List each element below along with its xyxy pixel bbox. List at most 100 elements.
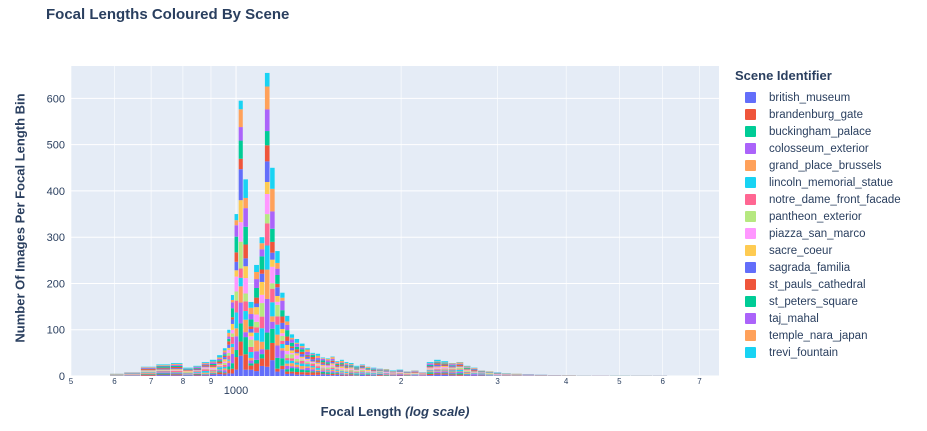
histogram-bar-segment[interactable] <box>426 367 434 369</box>
histogram-bar-segment[interactable] <box>315 372 321 375</box>
histogram-bar-segment[interactable] <box>359 374 365 376</box>
histogram-bar-segment[interactable] <box>238 200 243 223</box>
histogram-bar-segment[interactable] <box>344 367 349 369</box>
histogram-bar-segment[interactable] <box>270 316 275 322</box>
histogram-bar-segment[interactable] <box>344 368 349 370</box>
histogram-bar-segment[interactable] <box>441 367 449 369</box>
histogram-bar-segment[interactable] <box>359 364 365 365</box>
histogram-bar-segment[interactable] <box>315 360 321 362</box>
histogram-bar-segment[interactable] <box>259 243 265 250</box>
histogram-bar-segment[interactable] <box>320 360 326 363</box>
histogram-bar-segment[interactable] <box>234 225 239 237</box>
histogram-bar-segment[interactable] <box>217 358 223 361</box>
histogram-bar-segment[interactable] <box>299 372 305 375</box>
histogram-bar-segment[interactable] <box>370 374 377 376</box>
histogram-bar-segment[interactable] <box>243 293 248 302</box>
histogram-bar-segment[interactable] <box>248 314 254 320</box>
histogram-bar-segment[interactable] <box>217 371 223 373</box>
histogram-bar-segment[interactable] <box>456 367 464 370</box>
histogram-bar-segment[interactable] <box>230 323 234 330</box>
histogram-bar-segment[interactable] <box>294 371 300 375</box>
histogram-bar-segment[interactable] <box>349 366 354 368</box>
histogram-bar-segment[interactable] <box>389 370 396 371</box>
histogram-bar-segment[interactable] <box>325 371 330 373</box>
histogram-bar-segment[interactable] <box>209 359 217 362</box>
histogram-bar-segment[interactable] <box>426 369 434 371</box>
histogram-bar-segment[interactable] <box>370 369 377 370</box>
histogram-bar-segment[interactable] <box>243 266 248 279</box>
legend-item[interactable]: colosseum_exterior <box>735 140 901 157</box>
histogram-bar-segment[interactable] <box>294 367 300 369</box>
histogram-bar-segment[interactable] <box>310 366 316 368</box>
histogram-bar-segment[interactable] <box>456 363 464 365</box>
histogram-bar-segment[interactable] <box>299 343 305 347</box>
histogram-bar-segment[interactable] <box>305 359 310 362</box>
histogram-bar-segment[interactable] <box>264 223 270 246</box>
histogram-bar-segment[interactable] <box>270 241 275 253</box>
histogram-bar-segment[interactable] <box>140 371 156 373</box>
histogram-bar-segment[interactable] <box>315 370 321 372</box>
histogram-bar-segment[interactable] <box>456 366 464 368</box>
histogram-bar-segment[interactable] <box>234 220 239 226</box>
histogram-bar-segment[interactable] <box>344 362 349 364</box>
histogram-bar-segment[interactable] <box>339 369 344 371</box>
histogram-bar-segment[interactable] <box>315 366 321 369</box>
histogram-bar-segment[interactable] <box>471 370 478 372</box>
histogram-bar-segment[interactable] <box>227 366 231 370</box>
histogram-bar-segment[interactable] <box>434 370 441 372</box>
histogram-bar-segment[interactable] <box>335 374 340 376</box>
histogram-bar-segment[interactable] <box>359 371 365 373</box>
histogram-bar-segment[interactable] <box>354 365 360 367</box>
histogram-bar-segment[interactable] <box>230 363 234 369</box>
histogram-bar-segment[interactable] <box>320 357 326 359</box>
histogram-bar-segment[interactable] <box>254 340 259 352</box>
histogram-bar-segment[interactable] <box>294 349 300 353</box>
histogram-bar-segment[interactable] <box>330 375 335 376</box>
histogram-bar-segment[interactable] <box>294 353 300 356</box>
histogram-bar-segment[interactable] <box>441 369 449 370</box>
histogram-bar-segment[interactable] <box>335 369 340 371</box>
histogram-bar-segment[interactable] <box>441 371 449 373</box>
histogram-bar-segment[interactable] <box>325 369 330 370</box>
histogram-bar-segment[interactable] <box>463 371 471 373</box>
histogram-bar-segment[interactable] <box>310 362 316 363</box>
histogram-bar-segment[interactable] <box>156 375 171 376</box>
histogram-bar-segment[interactable] <box>254 363 259 372</box>
histogram-bar-segment[interactable] <box>289 373 295 376</box>
histogram-bar-segment[interactable] <box>201 362 210 364</box>
histogram-bar-segment[interactable] <box>354 371 360 373</box>
histogram-bar-segment[interactable] <box>217 365 223 367</box>
histogram-bar-segment[interactable] <box>227 373 231 376</box>
histogram-bar-segment[interactable] <box>209 371 217 373</box>
histogram-bar-segment[interactable] <box>259 281 265 295</box>
histogram-bar-segment[interactable] <box>315 362 321 365</box>
histogram-bar-segment[interactable] <box>325 360 330 363</box>
histogram-bar-segment[interactable] <box>339 373 344 375</box>
legend-item[interactable]: piazza_san_marco <box>735 225 901 242</box>
histogram-bar-segment[interactable] <box>254 303 259 308</box>
histogram-bar-segment[interactable] <box>330 367 335 370</box>
histogram-bar-segment[interactable] <box>305 349 310 352</box>
histogram-bar-segment[interactable] <box>320 368 326 369</box>
histogram-bar-segment[interactable] <box>289 354 295 359</box>
histogram-bar-segment[interactable] <box>254 307 259 315</box>
histogram-bar-segment[interactable] <box>275 324 280 335</box>
histogram-bar-segment[interactable] <box>448 363 456 365</box>
histogram-bar-segment[interactable] <box>315 374 321 376</box>
histogram-bar-segment[interactable] <box>359 373 365 375</box>
histogram-bar-segment[interactable] <box>270 342 275 361</box>
histogram-bar-segment[interactable] <box>463 368 471 370</box>
histogram-bar-segment[interactable] <box>243 337 248 355</box>
histogram-bar-segment[interactable] <box>441 361 449 363</box>
histogram-bar-segment[interactable] <box>285 354 290 359</box>
histogram-bar-segment[interactable] <box>238 222 243 242</box>
histogram-bar-segment[interactable] <box>434 371 441 372</box>
histogram-bar-segment[interactable] <box>315 359 321 361</box>
histogram-bar-segment[interactable] <box>339 370 344 372</box>
histogram-bar-segment[interactable] <box>230 368 234 374</box>
histogram-bar-segment[interactable] <box>238 127 243 141</box>
histogram-bar-segment[interactable] <box>170 373 183 375</box>
histogram-bar-segment[interactable] <box>448 371 456 373</box>
histogram-bar-segment[interactable] <box>193 375 202 376</box>
histogram-bar-segment[interactable] <box>471 371 478 373</box>
